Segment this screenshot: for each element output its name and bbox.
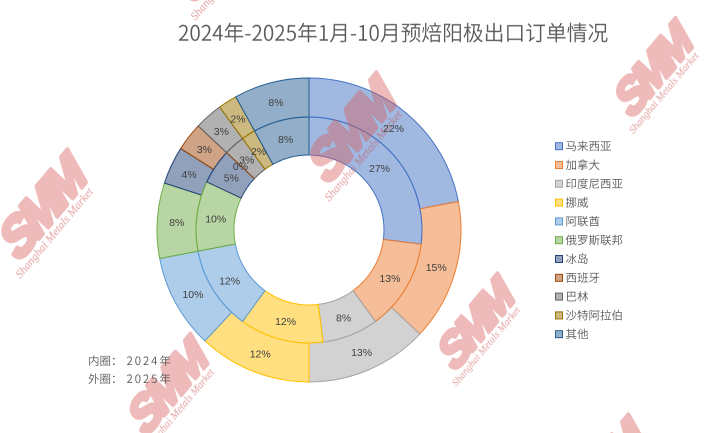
svg-text:12%: 12% (250, 348, 271, 360)
svg-text:0%: 0% (233, 161, 248, 173)
svg-text:12%: 12% (275, 316, 296, 328)
svg-text:22%: 22% (383, 123, 404, 135)
svg-text:8%: 8% (169, 217, 184, 229)
svg-text:5%: 5% (224, 172, 239, 184)
svg-text:13%: 13% (379, 273, 400, 285)
svg-text:3%: 3% (214, 126, 229, 138)
svg-text:10%: 10% (182, 289, 203, 301)
svg-text:13%: 13% (351, 347, 372, 359)
svg-text:27%: 27% (369, 163, 390, 175)
svg-text:2%: 2% (230, 113, 245, 125)
svg-text:10%: 10% (205, 213, 226, 225)
svg-text:3%: 3% (239, 155, 254, 167)
svg-text:4%: 4% (182, 169, 197, 181)
svg-text:3%: 3% (197, 144, 212, 156)
svg-text:15%: 15% (426, 262, 447, 274)
svg-text:2%: 2% (251, 146, 266, 158)
svg-text:8%: 8% (268, 97, 283, 109)
svg-text:8%: 8% (278, 134, 293, 146)
svg-text:12%: 12% (219, 276, 240, 288)
svg-text:8%: 8% (336, 313, 351, 325)
